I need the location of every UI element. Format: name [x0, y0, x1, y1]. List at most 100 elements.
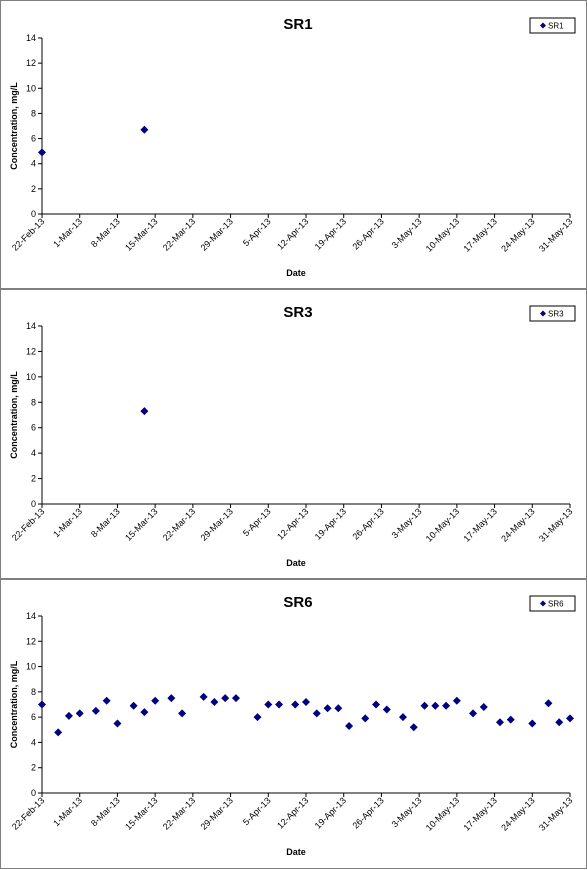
legend-marker	[540, 600, 546, 607]
chart-panel-sr6: SR6 0 2 4 6 8 10 12 14 22-Feb-13 1-Mar-13 8-Mar-13 1…	[0, 579, 587, 869]
x-tick-label: 19-Apr-13	[313, 795, 348, 830]
x-tick-label: 17-May-13	[461, 795, 498, 832]
x-tick-label: 31-May-13	[537, 795, 574, 832]
x-axis-label: Date	[286, 558, 306, 568]
x-tick-label: 22-Feb-13	[10, 216, 46, 252]
x-tick-label: 22-Mar-13	[161, 795, 197, 831]
y-tick-label: 12	[26, 636, 36, 646]
data-point	[264, 700, 273, 709]
data-point	[38, 700, 46, 709]
data-point	[210, 697, 219, 706]
x-tick-label: 22-Mar-13	[161, 506, 197, 542]
x-tick-label: 17-May-13	[461, 506, 498, 543]
data-point	[64, 711, 73, 720]
y-tick-label: 2	[31, 763, 36, 773]
x-tick-label: 8-Mar-13	[89, 506, 122, 539]
x-tick-label: 22-Mar-13	[161, 216, 197, 252]
data-point	[54, 728, 63, 737]
y-axis-label: Concentration, mg/L	[9, 82, 19, 170]
data-point	[38, 148, 46, 157]
chart-title: SR3	[283, 304, 312, 321]
y-axis-label: Concentration, mg/L	[9, 371, 19, 459]
x-tick-label: 8-Mar-13	[89, 795, 122, 828]
y-tick-label: 8	[31, 687, 36, 697]
data-point	[113, 719, 122, 728]
chart-panel-sr3: SR3 0 2 4 6 8 10 12 14 22-Feb-13 1-Mar-13 8-Mar-13 1…	[0, 289, 587, 579]
x-tick-label: 22-Feb-13	[10, 795, 46, 831]
data-point	[420, 701, 429, 710]
y-axis-label: Concentration, mg/L	[9, 660, 19, 748]
data-point	[140, 125, 149, 134]
data-point	[102, 696, 111, 705]
y-tick-label: 14	[26, 321, 36, 331]
x-tick-label: 10-May-13	[424, 795, 461, 832]
y-tick-label: 6	[31, 134, 36, 144]
legend-label: SR1	[548, 22, 564, 31]
data-point	[452, 696, 461, 705]
chart-title: SR1	[283, 16, 312, 33]
x-tick-label: 10-May-13	[424, 506, 461, 543]
x-tick-label: 15-Mar-13	[123, 506, 159, 542]
y-tick-label: 4	[31, 737, 36, 747]
data-point	[528, 719, 537, 728]
x-tick-label: 17-May-13	[461, 216, 498, 253]
data-point	[431, 701, 440, 710]
data-point	[398, 713, 407, 722]
y-tick-label: 14	[26, 33, 36, 43]
data-point	[140, 407, 149, 416]
x-tick-label: 3-May-13	[390, 216, 424, 250]
x-tick-label: 15-Mar-13	[123, 216, 159, 252]
y-tick-label: 8	[31, 108, 36, 118]
y-tick-label: 10	[26, 372, 36, 382]
data-point	[221, 694, 230, 703]
data-point	[323, 704, 332, 713]
data-point	[231, 694, 240, 703]
x-tick-label: 1-Mar-13	[51, 506, 84, 539]
data-point	[129, 701, 138, 710]
x-tick-label: 19-Apr-13	[313, 506, 348, 541]
data-point	[442, 701, 451, 710]
data-point	[544, 699, 553, 708]
data-point	[140, 708, 149, 717]
data-point	[409, 723, 418, 732]
x-tick-label: 29-Mar-13	[199, 795, 235, 831]
data-point	[382, 705, 391, 714]
y-tick-label: 2	[31, 474, 36, 484]
x-tick-label: 5-Apr-13	[241, 795, 273, 827]
data-point	[275, 700, 284, 709]
data-point	[566, 714, 574, 723]
data-point	[495, 718, 504, 727]
x-tick-label: 1-Mar-13	[51, 795, 84, 828]
x-tick-label: 3-May-13	[390, 506, 424, 540]
x-tick-label: 31-May-13	[537, 506, 574, 543]
legend-box	[529, 17, 576, 34]
y-tick-label: 4	[31, 448, 36, 458]
x-tick-label: 24-May-13	[499, 795, 536, 832]
x-tick-label: 10-May-13	[424, 216, 461, 253]
legend-label: SR6	[548, 600, 564, 609]
y-tick-label: 8	[31, 397, 36, 407]
data-point	[151, 696, 160, 705]
x-tick-label: 26-Apr-13	[350, 795, 385, 830]
y-tick-label: 0	[31, 209, 36, 219]
data-point	[479, 703, 488, 712]
x-tick-label: 31-May-13	[537, 216, 574, 253]
data-point	[506, 715, 515, 724]
data-point	[178, 709, 187, 718]
data-point	[345, 721, 354, 730]
x-tick-label: 3-May-13	[390, 795, 424, 829]
x-tick-label: 26-Apr-13	[350, 216, 385, 251]
y-tick-label: 4	[31, 159, 36, 169]
x-tick-label: 12-Apr-13	[275, 216, 310, 251]
x-tick-label: 5-Apr-13	[241, 216, 273, 248]
chart-panel-sr1: SR1 0 2 4 6 8 10 12 14 22-Feb-13 1-Mar-13 8-Mar-13 1…	[0, 0, 587, 289]
data-point	[302, 697, 310, 706]
legend-marker	[540, 310, 546, 317]
x-tick-label: 19-Apr-13	[313, 216, 348, 251]
x-axis-label: Date	[286, 847, 306, 857]
x-tick-label: 12-Apr-13	[275, 795, 310, 830]
data-point	[91, 706, 100, 715]
x-tick-label: 29-Mar-13	[199, 216, 235, 252]
legend-marker	[540, 22, 546, 29]
y-tick-label: 10	[26, 83, 36, 93]
